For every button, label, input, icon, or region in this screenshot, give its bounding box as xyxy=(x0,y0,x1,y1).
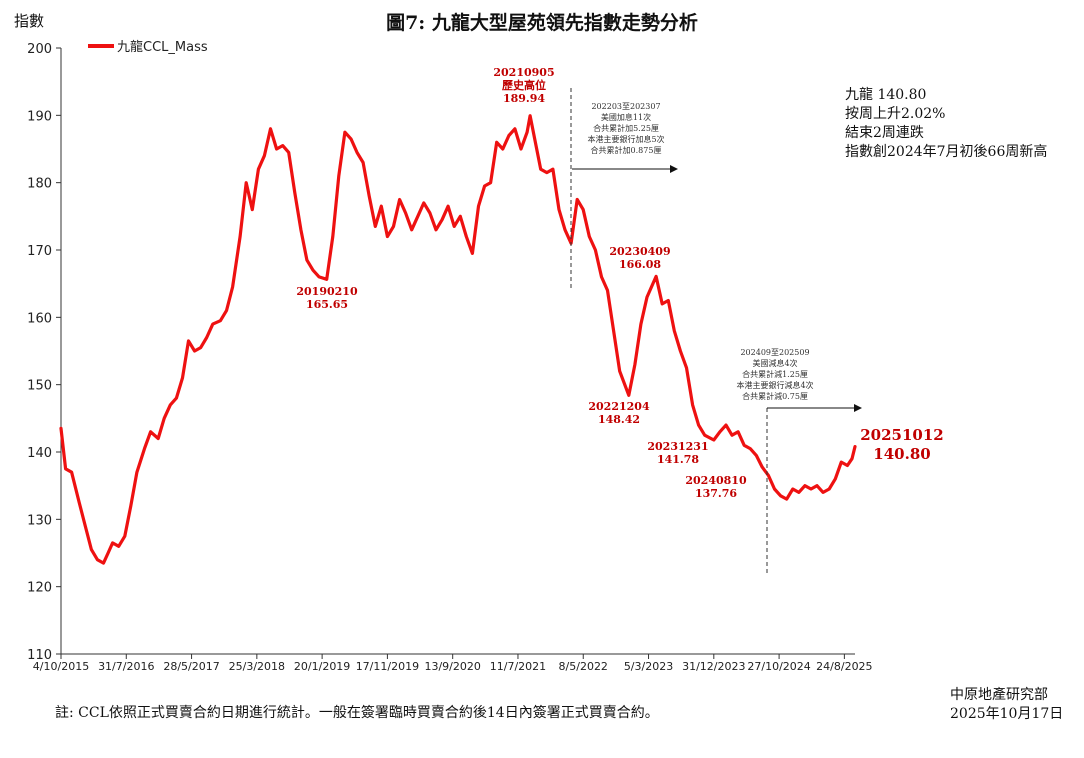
legend: 九龍CCL_Mass xyxy=(88,36,208,55)
x-tick-label: 5/3/2023 xyxy=(624,660,673,673)
data-label: 20190210 xyxy=(296,285,358,298)
summary-line: 指數創2024年7月初後66周新高 xyxy=(845,144,1048,160)
data-label: 20251012 xyxy=(860,426,944,444)
event-text: 美國減息4次 xyxy=(752,358,797,368)
footnote: 註: CCL依照正式買賣合約日期進行統計。一般在簽署臨時買賣合約後14日內簽署正… xyxy=(55,705,659,721)
x-tick-label: 28/5/2017 xyxy=(163,660,219,673)
y-tick-label: 190 xyxy=(27,109,52,124)
source-box: 中原地產研究部 2025年10月17日 xyxy=(950,686,1063,724)
summary-line: 按周上升2.02% xyxy=(845,106,946,122)
data-label: 166.08 xyxy=(619,258,661,271)
data-label: 137.76 xyxy=(695,487,737,500)
event-text: 本港主要銀行減息4次 xyxy=(736,380,813,390)
event-text: 202409至202509 xyxy=(740,348,809,357)
data-label: 141.78 xyxy=(657,453,699,466)
series-line xyxy=(59,114,857,565)
y-tick-label: 160 xyxy=(27,311,52,326)
y-tick-label: 120 xyxy=(27,581,52,596)
y-tick-label: 110 xyxy=(27,648,52,663)
data-label: 20221204 xyxy=(588,400,650,413)
x-tick-label: 13/9/2020 xyxy=(424,660,480,673)
y-tick-label: 180 xyxy=(27,177,52,192)
summary-box: 九龍 140.80 按周上升2.02% 結束2周連跌 指數創2024年7月初後6… xyxy=(845,86,1047,162)
x-tick-label: 17/11/2019 xyxy=(356,660,419,673)
x-tick-label: 25/3/2018 xyxy=(229,660,285,673)
data-label: 189.94 xyxy=(503,92,545,105)
x-tick-label: 27/10/2024 xyxy=(747,660,810,673)
summary-line: 九龍 140.80 xyxy=(845,87,927,103)
data-label: 20230409 xyxy=(609,245,670,258)
data-label: 140.80 xyxy=(873,445,930,463)
y-tick-label: 140 xyxy=(27,446,52,461)
x-tick-label: 8/5/2022 xyxy=(559,660,608,673)
data-label: 20231231 xyxy=(647,440,708,453)
x-tick-label: 31/12/2023 xyxy=(682,660,745,673)
event-arrow-head xyxy=(854,404,862,412)
event-text: 合共累計加0.875厘 xyxy=(591,145,662,155)
event-text: 合共累計減1.25厘 xyxy=(742,369,808,379)
data-label: 20240810 xyxy=(685,474,747,487)
data-label: 歷史高位 xyxy=(502,78,546,92)
x-tick-label: 31/7/2016 xyxy=(98,660,154,673)
x-tick-label: 11/7/2021 xyxy=(490,660,546,673)
y-tick-label: 170 xyxy=(27,244,52,259)
event-text: 本港主要銀行加息5次 xyxy=(587,134,664,144)
data-label: 20210905 xyxy=(493,66,554,79)
data-label: 148.42 xyxy=(598,413,640,426)
y-tick-label: 200 xyxy=(27,42,52,57)
x-tick-label: 4/10/2015 xyxy=(33,660,89,673)
event-text: 合共累計減0.75厘 xyxy=(742,391,808,401)
legend-label: 九龍CCL_Mass xyxy=(117,40,208,55)
legend-swatch xyxy=(88,43,114,48)
source-org: 中原地產研究部 xyxy=(950,687,1048,703)
event-text: 202203至202307 xyxy=(591,102,660,111)
chart-title: 圖7: 九龍大型屋苑領先指數走勢分析 xyxy=(386,12,698,34)
y-tick-label: 150 xyxy=(27,379,52,394)
x-tick-label: 24/8/2025 xyxy=(816,660,872,673)
data-label: 165.65 xyxy=(306,298,348,311)
event-text: 合共累計加5.25厘 xyxy=(593,123,659,133)
y-tick-label: 130 xyxy=(27,513,52,528)
summary-line: 結束2周連跌 xyxy=(845,125,924,141)
source-date: 2025年10月17日 xyxy=(950,706,1064,722)
event-text: 美國加息11次 xyxy=(601,112,651,122)
event-arrow-head xyxy=(670,165,678,173)
y-axis-label: 指數 xyxy=(14,12,45,30)
x-tick-label: 20/1/2019 xyxy=(294,660,350,673)
